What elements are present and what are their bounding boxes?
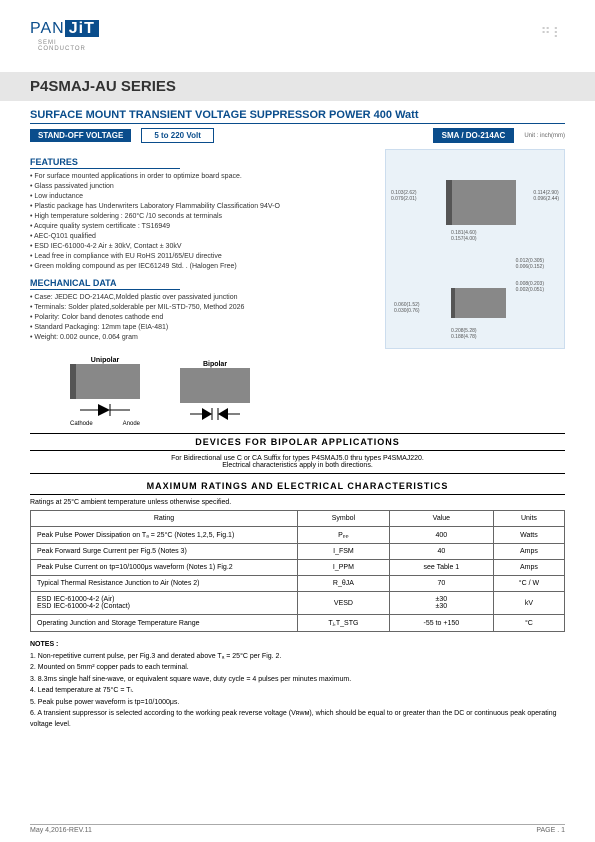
feature-item: Green molding compound as per IEC61249 S… — [30, 263, 375, 270]
dim: 0.012(0.305)0.006(0.152) — [516, 258, 544, 270]
dim: 0.103(2.62)0.079(2.01) — [391, 190, 417, 202]
footer-date: May 4,2016-REV.11 — [30, 827, 92, 834]
feature-item: ESD IEC-61000-4-2 Air ± 30kV, Contact ± … — [30, 243, 375, 250]
note-item: 4. Lead temperature at 75°C = Tₗ. — [30, 686, 565, 697]
brand-pan: PANJiT — [30, 20, 99, 37]
bipolar-text: For Bidirectional use C or CA Suffix for… — [30, 451, 565, 474]
note-item: 6. A transient suppressor is selected ac… — [30, 709, 565, 730]
package-badge: SMA / DO-214AC — [433, 128, 515, 143]
note-item: 3. 8.3ms single half sine-wave, or equiv… — [30, 675, 565, 686]
note-item: 1. Non-repetitive current pulse, per Fig… — [30, 652, 565, 663]
note-item: 2. Mounted on 5mm² copper pads to each t… — [30, 663, 565, 674]
feature-item: High temperature soldering : 260°C /10 s… — [30, 213, 375, 220]
col-rating: Rating — [31, 511, 298, 527]
series-title: P4SMAJ-AU SERIES — [30, 78, 585, 95]
dim: 0.114(2.90)0.096(2.44) — [533, 190, 559, 202]
voltage-range: 5 to 220 Volt — [141, 128, 214, 143]
voltage-row: STAND-OFF VOLTAGE 5 to 220 Volt SMA / DO… — [30, 128, 565, 143]
notes-section: NOTES : 1. Non-repetitive current pulse,… — [30, 640, 565, 730]
feature-item: Acquire quality system certificate : TS1… — [30, 223, 375, 230]
bipolar-heading: DEVICES FOR BIPOLAR APPLICATIONS — [30, 433, 565, 451]
features-list: For surface mounted applications in orde… — [30, 173, 375, 270]
mechdata-list: Case: JEDEC DO-214AC,Molded plastic over… — [30, 294, 375, 341]
feature-item: Lead free in compliance with EU RoHS 201… — [30, 253, 375, 260]
subtitle: SURFACE MOUNT TRANSIENT VOLTAGE SUPPRESS… — [30, 109, 565, 124]
features-heading: FEATURES — [30, 157, 180, 169]
table-row: Peak Pulse Current on tp=10/1000μs wavef… — [31, 560, 565, 576]
pkg-top-view — [446, 180, 516, 225]
table-row: Peak Forward Surge Current per Fig.5 (No… — [31, 544, 565, 560]
unit-label: Unit : inch(mm) — [524, 133, 565, 139]
feature-item: For surface mounted applications in orde… — [30, 173, 375, 180]
pkg-side-view — [451, 288, 506, 318]
mechdata-item: Standard Packaging: 12mm tape (EIA-481) — [30, 324, 375, 331]
feature-item: Glass passivated junction — [30, 183, 375, 190]
logo: PANJiT SEMICONDUCTOR — [30, 20, 565, 52]
table-header-row: Rating Symbol Value Units — [31, 511, 565, 527]
note-item: 5. Peak pulse power waveform is tp=10/10… — [30, 698, 565, 709]
package-diagram: 0.103(2.62)0.079(2.01) 0.114(2.90)0.096(… — [385, 149, 565, 349]
feature-item: Low inductance — [30, 193, 375, 200]
unipolar-schematic: Unipolar CathodeAnode — [70, 357, 140, 427]
ratings-table: Rating Symbol Value Units Peak Pulse Pow… — [30, 510, 565, 632]
table-row: Typical Thermal Resistance Junction to A… — [31, 576, 565, 592]
feature-item: Plastic package has Underwriters Laborat… — [30, 203, 375, 210]
dim: 0.208(5.28)0.188(4.78) — [451, 328, 477, 340]
ratings-caption: Ratings at 25°C ambient temperature unle… — [30, 499, 565, 506]
mechdata-item: Weight: 0.002 ounce, 0.064 gram — [30, 334, 375, 341]
mechdata-item: Terminals: Solder plated,solderable per … — [30, 304, 375, 311]
dim: 0.008(0.203)0.002(0.051) — [516, 281, 544, 293]
feature-item: AEC-Q101 qualified — [30, 233, 375, 240]
title-bar: P4SMAJ-AU SERIES — [0, 72, 595, 101]
table-row: ESD IEC-61000-4-2 (Air) ESD IEC-61000-4-… — [31, 592, 565, 615]
mechdata-item: Case: JEDEC DO-214AC,Molded plastic over… — [30, 294, 375, 301]
mechdata-heading: MECHANICAL DATA — [30, 278, 180, 290]
ratings-heading: MAXIMUM RATINGS AND ELECTRICAL CHARACTER… — [30, 478, 565, 495]
footer: May 4,2016-REV.11 PAGE . 1 — [30, 824, 565, 834]
schematic-row: Unipolar CathodeAnode Bipolar — [70, 357, 565, 427]
dim: 0.181(4.60)0.157(4.00) — [451, 230, 477, 242]
col-value: Value — [389, 511, 493, 527]
col-units: Units — [493, 511, 564, 527]
table-row: Operating Junction and Storage Temperatu… — [31, 615, 565, 632]
bipolar-schematic: Bipolar — [180, 361, 250, 423]
dim: 0.060(1.52)0.030(0.76) — [394, 302, 420, 314]
footer-page: PAGE . 1 — [536, 827, 565, 834]
decor-dots: ⠛⠇ — [540, 25, 565, 42]
notes-heading: NOTES : — [30, 640, 565, 651]
standoff-badge: STAND-OFF VOLTAGE — [30, 129, 131, 142]
brand-sub: SEMICONDUCTOR — [38, 40, 99, 52]
table-row: Peak Pulse Power Dissipation on Tₐ = 25°… — [31, 527, 565, 544]
mechdata-item: Polarity: Color band denotes cathode end — [30, 314, 375, 321]
col-symbol: Symbol — [298, 511, 390, 527]
